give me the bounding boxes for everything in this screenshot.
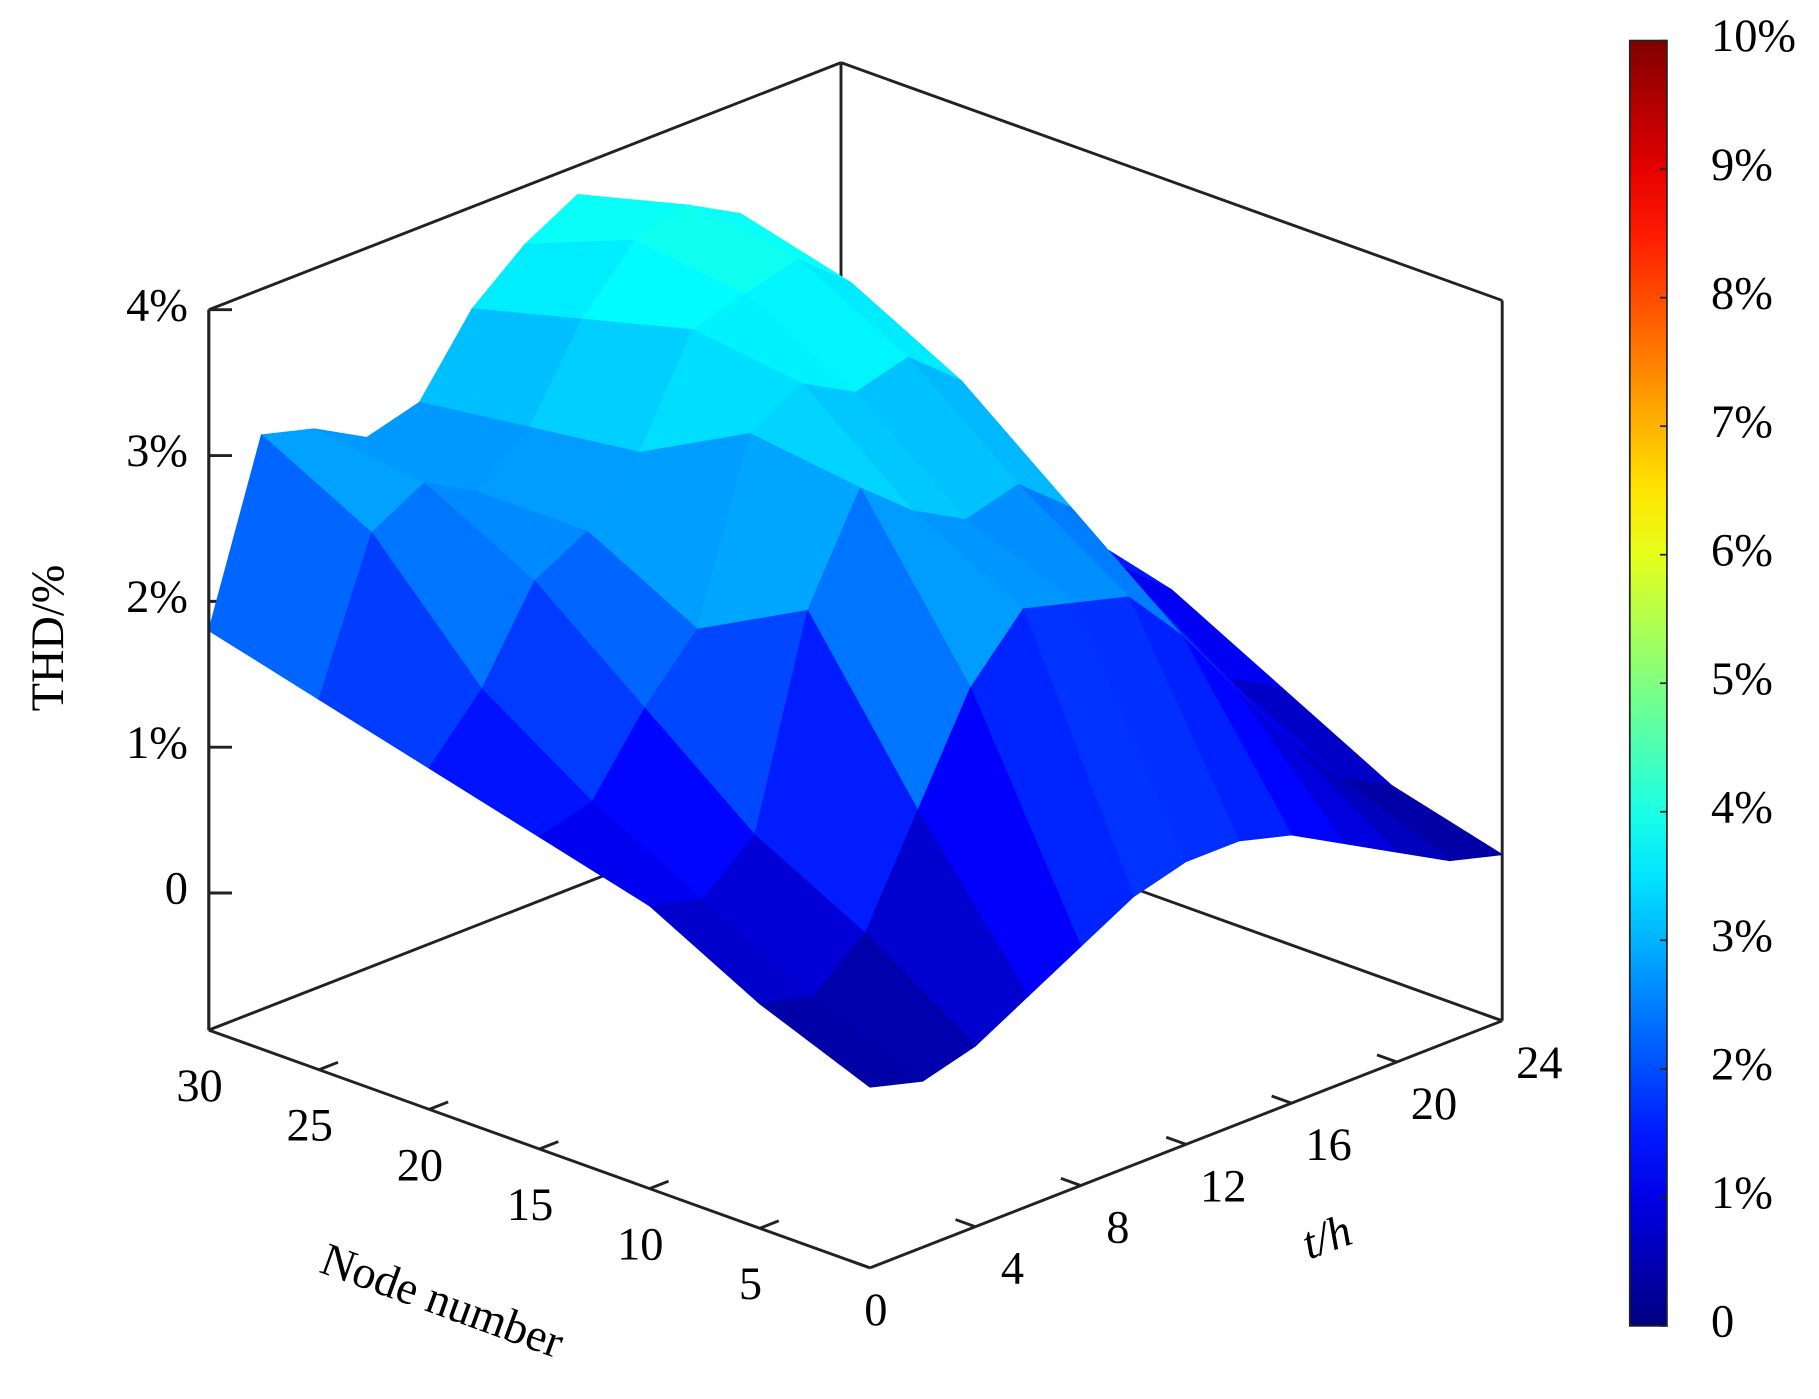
node-tick <box>318 1060 339 1072</box>
colorbar-tick-label: 5% <box>1711 654 1773 705</box>
node-tick-label: 15 <box>507 1180 553 1231</box>
t-tick <box>1060 1177 1082 1187</box>
t-tick <box>849 1259 871 1270</box>
box-edge <box>840 61 1503 302</box>
node-tick-label: 10 <box>617 1220 663 1271</box>
colorbar-tick-label: 3% <box>1711 911 1773 962</box>
t-tick-label: 4 <box>1001 1244 1024 1295</box>
node-tick-label: 20 <box>397 1140 443 1191</box>
t-tick <box>1271 1094 1292 1105</box>
t-tick <box>1376 1053 1398 1064</box>
t-tick-label: 24 <box>1516 1038 1562 1089</box>
node-tick <box>649 1179 670 1190</box>
z-tick-label: 3% <box>126 426 188 477</box>
t-tick <box>1481 1012 1503 1023</box>
t-tick-label: 8 <box>1106 1203 1129 1254</box>
node-tick <box>538 1140 559 1151</box>
box-edge <box>208 61 842 312</box>
t-tick-label: 12 <box>1200 1161 1246 1212</box>
plot: THD/% Node number t/h 0 1% 2% 3% 4% 5 10 15 20 25… <box>23 11 1796 1369</box>
z-tick-label: 2% <box>126 572 188 623</box>
node-tick <box>759 1219 780 1230</box>
colorbar-tick-label: 4% <box>1711 782 1773 833</box>
colorbar-tick-label: 2% <box>1711 1039 1773 1090</box>
node-tick-label: 30 <box>176 1061 222 1112</box>
z-tick-label: 1% <box>126 718 188 769</box>
colorbar-tick-label: 9% <box>1711 140 1773 191</box>
surface-patch <box>759 997 924 1088</box>
colorbar-tick-label: 0 <box>1711 1297 1734 1348</box>
colorbar-tick-label: 1% <box>1711 1168 1773 1219</box>
colorbar-tick-label: 6% <box>1711 525 1773 576</box>
node-tick-label: 25 <box>287 1101 333 1152</box>
z-tick-label: 4% <box>126 280 188 331</box>
colorbar-tick-label: 8% <box>1711 268 1773 319</box>
z-tick-label: 0 <box>165 864 188 915</box>
t-tick-label: 0 <box>864 1285 887 1336</box>
node-tick-label: 5 <box>739 1259 762 1310</box>
t-tick <box>1165 1135 1187 1146</box>
t-axis-label: t/h <box>1295 1205 1358 1270</box>
colorbar-tick-label: 7% <box>1711 397 1773 448</box>
t-tick <box>955 1218 976 1229</box>
t-tick-label: 20 <box>1411 1079 1457 1130</box>
node-axis-label: Node number <box>314 1234 570 1369</box>
node-tick <box>208 1021 229 1032</box>
node-tick <box>428 1100 449 1111</box>
colorbar-tick-label: 10% <box>1711 11 1796 62</box>
t-tick-label: 16 <box>1305 1120 1351 1171</box>
z-axis-label: THD/% <box>23 565 74 712</box>
